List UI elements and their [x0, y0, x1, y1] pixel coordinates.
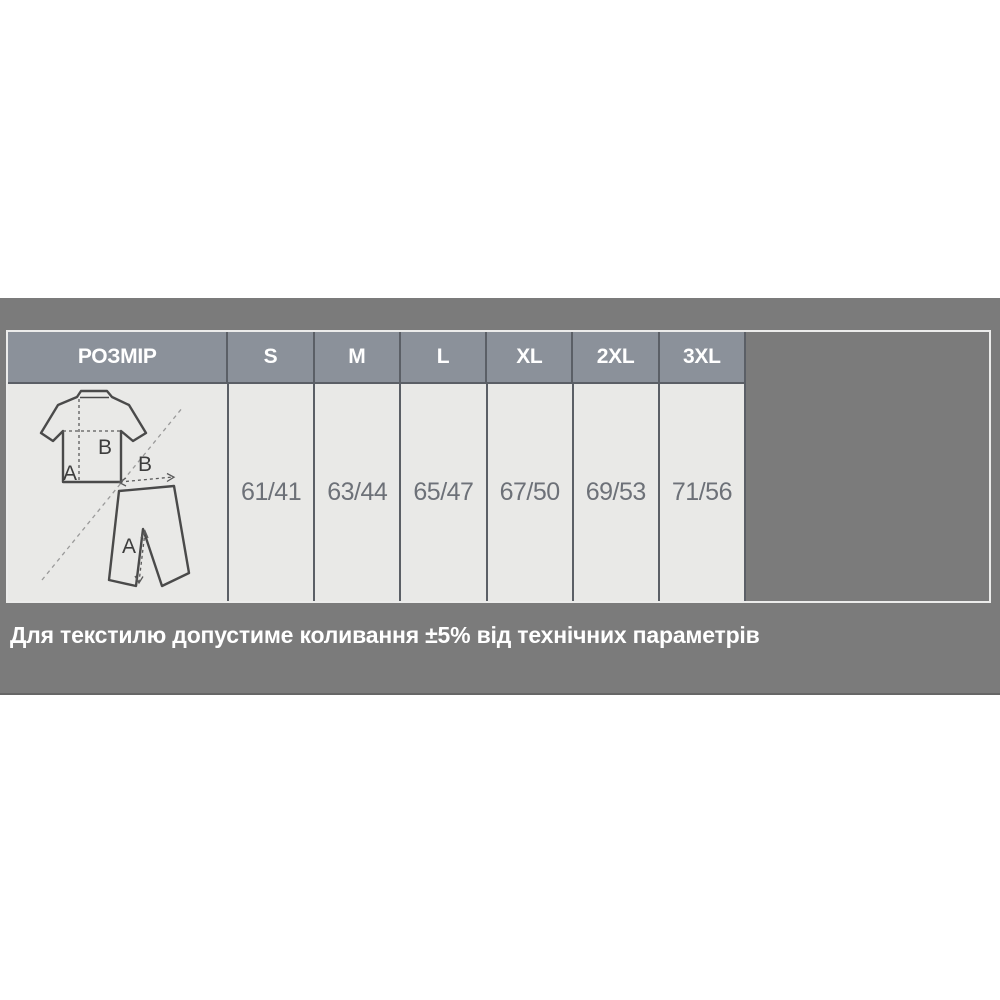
- size-chart-table: РОЗМІР S M L XL 2XL: [6, 330, 991, 603]
- size-chart-grid: РОЗМІР S M L XL 2XL: [8, 332, 746, 601]
- column-header-label: XL: [516, 345, 543, 368]
- pants-icon: [107, 472, 191, 588]
- diagonal-divider-line: [41, 406, 184, 581]
- measurement-cell-xl: 67/50: [485, 384, 572, 601]
- column-header-label: 2XL: [596, 345, 635, 368]
- measurement-cell-s: 61/41: [227, 384, 313, 601]
- measurement-cell-l: 65/47: [399, 384, 485, 601]
- size-header-label: РОЗМІР: [77, 345, 157, 368]
- size-chart-body-row: A B A B: [8, 384, 744, 601]
- measurement-value: 63/44: [327, 478, 388, 506]
- column-header-2xl: 2XL: [571, 332, 657, 382]
- column-header-xl: XL: [485, 332, 571, 382]
- column-header-3xl: 3XL: [657, 332, 744, 382]
- measurement-value: 61/41: [241, 478, 302, 506]
- measurement-value: 65/47: [413, 478, 474, 506]
- measurement-value: 71/56: [671, 478, 733, 506]
- column-header-s: S: [226, 332, 312, 382]
- shirt-width-label: B: [98, 436, 112, 459]
- measurement-diagram-cell: A B A B: [8, 384, 227, 601]
- shirt-length-label: A: [63, 462, 77, 485]
- measurement-cell-m: 63/44: [313, 384, 399, 601]
- size-chart-header-row: РОЗМІР S M L XL 2XL: [8, 332, 744, 384]
- column-header-label: L: [436, 345, 450, 368]
- measurement-cell-3xl: 71/56: [657, 384, 744, 601]
- tolerance-note: Для текстилю допустиме коливання ±5% від…: [10, 622, 760, 648]
- column-header-label: 3XL: [683, 345, 721, 368]
- size-chart-panel: РОЗМІР S M L XL 2XL: [0, 298, 1000, 695]
- tshirt-icon: [39, 389, 148, 484]
- measurement-value: 67/50: [499, 478, 561, 506]
- measurement-value: 69/53: [585, 478, 647, 506]
- pants-waist-label: B: [138, 453, 152, 476]
- size-header-cell: РОЗМІР: [8, 332, 226, 382]
- column-header-l: L: [398, 332, 485, 382]
- measurement-cell-2xl: 69/53: [571, 384, 658, 601]
- garment-measurement-diagram: A B A B: [39, 389, 191, 588]
- column-header-label: S: [263, 345, 278, 368]
- column-header-label: M: [348, 345, 366, 368]
- pants-length-label: A: [122, 535, 136, 558]
- column-header-m: M: [312, 332, 399, 382]
